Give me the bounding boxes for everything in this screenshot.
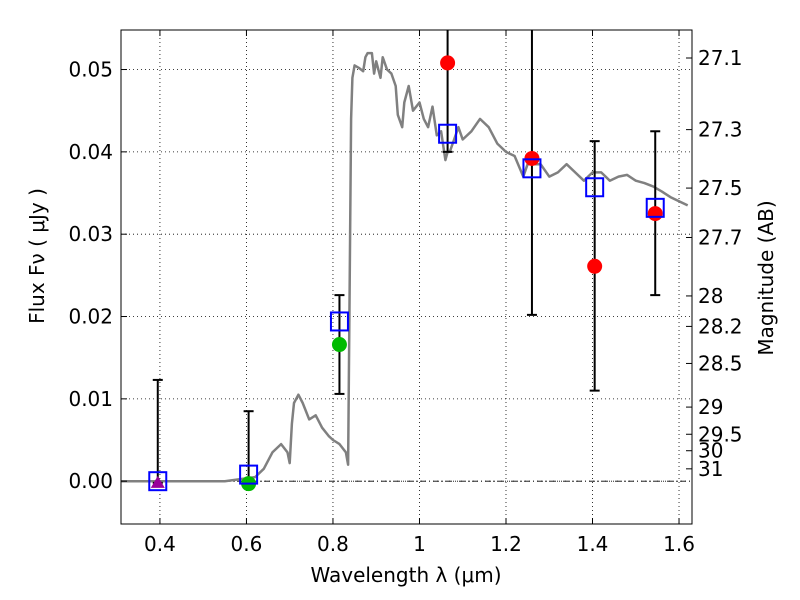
y-tick-label: 0.03 <box>68 222 113 246</box>
ticks-layer <box>121 30 692 524</box>
y-tick-label: 0.04 <box>68 140 113 164</box>
model-flux-square <box>522 158 542 179</box>
y-tick-label: 0.01 <box>68 387 113 411</box>
y-axis-label: Flux Fν ( μJy ) <box>25 188 49 324</box>
mag-tick-label: 27.3 <box>698 118 743 142</box>
plot-frame <box>120 29 693 525</box>
mag-tick-label: 29.5 <box>698 422 743 446</box>
sed-model-layer <box>121 51 689 483</box>
x-tick-label: 1.2 <box>490 532 522 556</box>
x-tick-label: 0.6 <box>231 532 263 556</box>
model-flux-square <box>329 311 349 332</box>
y-axis-label-right: Magnitude (AB) <box>754 200 778 355</box>
model-flux-square <box>148 471 168 492</box>
mag-tick-label: 28.2 <box>698 314 743 338</box>
y-tick-label: 0.05 <box>68 58 113 82</box>
tick-labels-layer: 0.4 0.6 0.8 1 1.2 1.4 1.6 0.00 0.01 0.02 0.03 0.04 0… <box>68 46 742 556</box>
nondetection-triangle <box>150 475 165 488</box>
y-tick-label: 0.02 <box>68 305 113 329</box>
y-tick-label: 0.00 <box>68 469 113 493</box>
x-tick-label: 0.8 <box>317 532 349 556</box>
sed-model-curve <box>121 51 689 483</box>
model-flux-square <box>239 464 259 485</box>
x-tick-label: 1.4 <box>577 532 609 556</box>
mag-tick-label: 27.7 <box>698 225 743 249</box>
x-tick-label: 0.4 <box>144 532 176 556</box>
detection-point <box>440 55 456 71</box>
detection-point <box>647 206 663 222</box>
green-point <box>331 337 347 353</box>
model-flux-square <box>645 197 665 218</box>
detection-point <box>587 258 603 274</box>
x-tick-label: 1.6 <box>663 532 695 556</box>
mag-tick-label: 31 <box>698 457 723 481</box>
markers-layer <box>148 55 665 492</box>
mag-tick-label: 28 <box>698 284 723 308</box>
mag-tick-label: 27.5 <box>698 176 743 200</box>
mag-tick-label: 29 <box>698 395 723 419</box>
plot-area <box>121 30 692 524</box>
model-flux-square <box>585 177 605 198</box>
mag-tick-label: 27.1 <box>698 46 743 70</box>
model-flux-square <box>438 123 458 144</box>
mag-tick-label: 30 <box>698 439 723 463</box>
x-axis-label: Wavelength λ (μm) <box>310 563 501 587</box>
x-tick-label: 1 <box>413 532 426 556</box>
mag-tick-label: 28.5 <box>698 351 743 375</box>
